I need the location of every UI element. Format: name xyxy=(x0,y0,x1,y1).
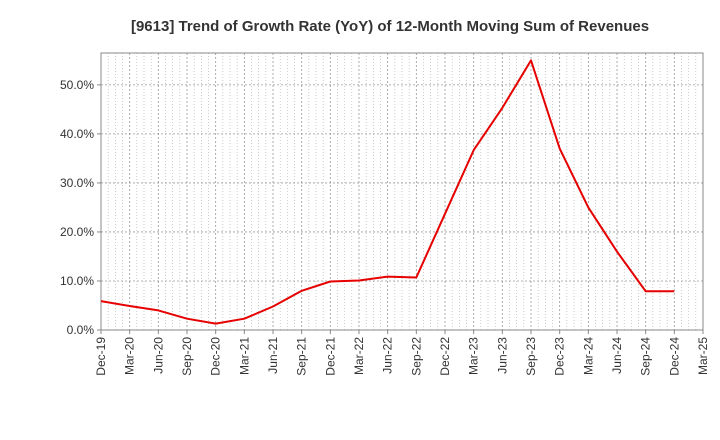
y-tick-label: 30.0% xyxy=(60,176,94,190)
x-tick-label: Mar-25 xyxy=(696,337,710,375)
y-tick-label: 10.0% xyxy=(60,274,94,288)
y-tick-label: 40.0% xyxy=(60,127,94,141)
chart-title: [9613] Trend of Growth Rate (YoY) of 12-… xyxy=(131,18,649,35)
x-tick-label: Dec-20 xyxy=(209,337,223,376)
x-tick-label: Mar-20 xyxy=(123,337,137,375)
y-axis: 0.0% 10.0% 20.0% 30.0% 40.0% 50.0% xyxy=(60,78,101,337)
x-tick-label: Dec-21 xyxy=(323,337,337,376)
x-tick-label: Jun-20 xyxy=(151,337,165,374)
x-tick-label: Sep-20 xyxy=(180,337,194,376)
x-tick-label: Dec-24 xyxy=(667,337,681,376)
x-tick-label: Mar-21 xyxy=(237,337,251,375)
x-tick-label: Dec-19 xyxy=(94,337,108,376)
series-layer xyxy=(100,59,675,325)
x-tick-label: Mar-23 xyxy=(467,337,481,375)
x-tick-label: Sep-22 xyxy=(409,337,423,376)
x-tick-label: Dec-23 xyxy=(553,337,567,376)
x-tick-label: Sep-21 xyxy=(295,337,309,376)
grid xyxy=(101,53,703,330)
x-tick-label: Jun-22 xyxy=(381,337,395,374)
x-tick-label: Sep-24 xyxy=(639,337,653,376)
x-tick-label: Mar-22 xyxy=(352,337,366,375)
x-tick-label: Dec-22 xyxy=(438,337,452,376)
x-tick-label: Mar-24 xyxy=(581,337,595,375)
x-tick-label: Sep-23 xyxy=(524,337,538,376)
x-tick-label: Jun-23 xyxy=(495,337,509,374)
x-axis: Dec-19 Mar-20 Jun-20 Sep-20 Dec-20 Mar-21 Jun-… xyxy=(94,330,710,376)
y-tick-label: 50.0% xyxy=(60,78,94,92)
plot-area xyxy=(100,52,704,331)
series-line xyxy=(100,59,675,325)
x-tick-label: Jun-21 xyxy=(266,337,280,374)
x-tick-label: Jun-24 xyxy=(610,337,624,374)
y-tick-label: 0.0% xyxy=(67,323,95,337)
y-tick-label: 20.0% xyxy=(60,225,94,239)
